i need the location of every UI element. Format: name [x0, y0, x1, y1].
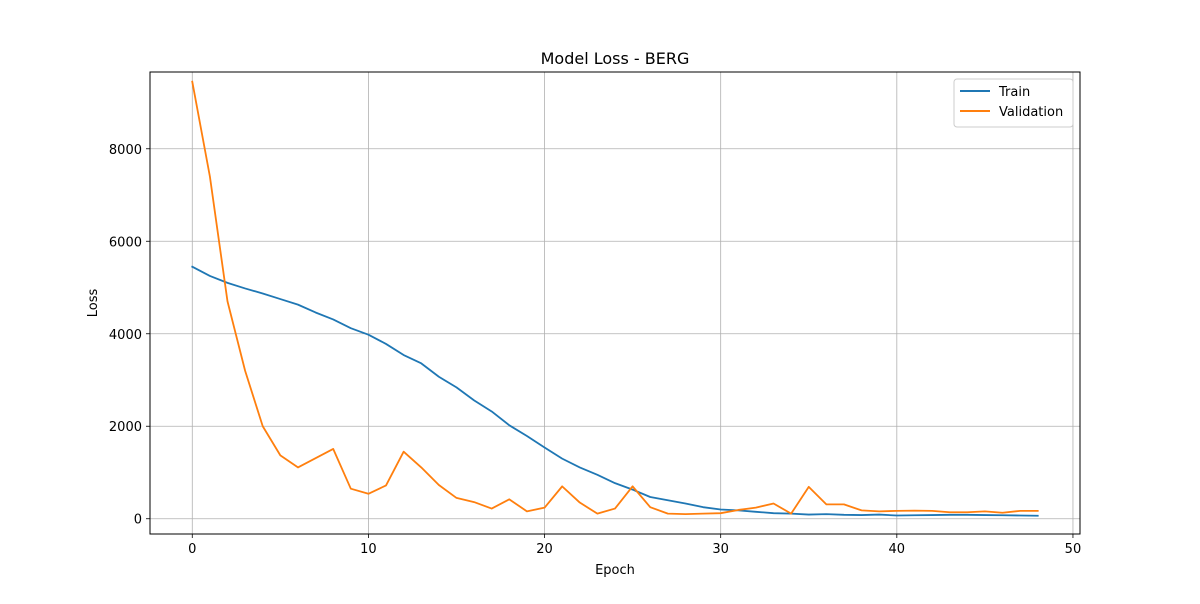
x-tick-label: 0 [188, 542, 196, 557]
x-axis-label: Epoch [595, 563, 635, 578]
chart-title: Model Loss - BERG [541, 49, 690, 68]
axes-frame [149, 71, 1081, 535]
x-tick-label: 10 [360, 542, 377, 557]
y-tick-label: 6000 [109, 235, 142, 250]
y-tick-label: 2000 [109, 420, 142, 435]
series-line-train [191, 265, 1039, 517]
ticks: 0 10 20 30 40 50 0 2000 4000 6000 8000 [109, 143, 1081, 557]
grid [150, 72, 1080, 534]
x-tick-label: 20 [536, 542, 553, 557]
legend-label-train: Train [998, 85, 1030, 100]
series-layer [191, 80, 1039, 517]
y-tick-label: 0 [134, 513, 142, 528]
x-tick-label: 30 [712, 542, 729, 557]
y-tick-label: 4000 [109, 328, 142, 343]
y-axis-label: Loss [86, 289, 101, 318]
x-tick-label: 50 [1065, 542, 1082, 557]
x-tick-label: 40 [889, 542, 906, 557]
legend-label-validation: Validation [999, 105, 1063, 120]
legend: Train Validation [953, 78, 1074, 128]
series-line-validation [191, 80, 1039, 516]
y-tick-label: 8000 [109, 143, 142, 158]
